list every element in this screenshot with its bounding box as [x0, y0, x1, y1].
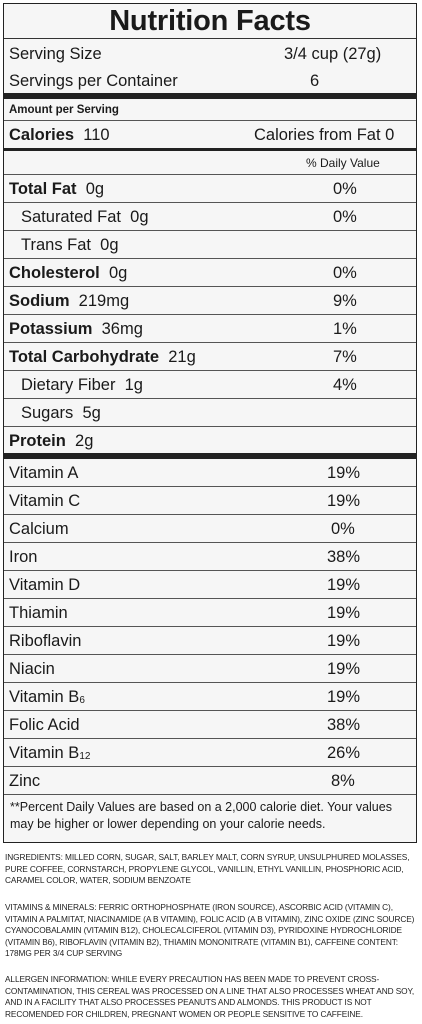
servings-label: Servings per Container	[9, 72, 178, 90]
nutrient-row: Sodium 219mg 9%	[4, 287, 416, 315]
servings-value: 6	[310, 72, 320, 90]
vitamin-row: Thiamin 19%	[4, 599, 416, 627]
nutrient-row: Trans Fat 0g	[4, 231, 416, 259]
nutrition-facts-label: Nutrition Facts Serving Size 3/4 cup (27…	[3, 3, 417, 843]
serving-size-row: Serving Size 3/4 cup (27g)	[4, 39, 416, 67]
vitamins-list: Vitamin A 19% Vitamin C 19% Calcium 0% Iron 38%…	[4, 459, 416, 795]
vitamin-row: Iron 38%	[4, 543, 416, 571]
nutrient-name: Trans Fat	[21, 236, 91, 254]
vitamin-row: Vitamin A 19%	[4, 459, 416, 487]
vitamin-name: Iron	[9, 548, 38, 566]
vitamin-percent: 38%	[327, 548, 361, 566]
nutrient-row: Sugars 5g	[4, 399, 416, 427]
vitamin-row: Vitamin B6 19%	[4, 683, 416, 711]
vitamin-name: Vitamin B	[9, 688, 80, 706]
vitamin-row: Niacin 19%	[4, 655, 416, 683]
nutrients-list: Total Fat 0g 0% Saturated Fat 0g 0% Trans Fa…	[4, 175, 416, 459]
servings-row: Servings per Container 6	[4, 67, 416, 99]
vitamin-name: Thiamin	[9, 604, 68, 622]
nutrient-name: Dietary Fiber	[21, 376, 116, 394]
ingredients-text: INGREDIENTS: MILLED CORN, SUGAR, SALT, B…	[5, 852, 410, 885]
vitamin-name: Vitamin A	[9, 464, 79, 482]
vitamin-row: Zinc 8%	[4, 767, 416, 795]
nutrient-percent: 9%	[333, 292, 357, 310]
nutrient-row: Cholesterol 0g 0%	[4, 259, 416, 287]
vitamin-subscript: 6	[79, 695, 85, 706]
nutrient-row: Saturated Fat 0g 0%	[4, 203, 416, 231]
nutrient-percent: 0%	[333, 264, 357, 282]
vitamin-row: Vitamin B12 26%	[4, 739, 416, 767]
vitamin-percent: 19%	[327, 604, 361, 622]
vitamin-percent: 8%	[331, 772, 355, 790]
footnote: **Percent Daily Values are based on a 2,…	[10, 800, 392, 831]
nutrient-amount: 219mg	[78, 292, 130, 310]
vitamin-name: Riboflavin	[9, 632, 82, 650]
vitamin-percent: 19%	[327, 464, 361, 482]
nutrient-name: Potassium	[9, 320, 93, 338]
vitamin-percent: 0%	[331, 520, 355, 538]
nutrient-amount: 1g	[124, 376, 143, 394]
nutrient-name: Saturated Fat	[21, 208, 121, 226]
nutrient-name: Total Fat	[9, 180, 77, 198]
vitamin-name: Vitamin C	[9, 492, 81, 510]
vitamin-row: Vitamin C 19%	[4, 487, 416, 515]
vitamin-percent: 19%	[327, 632, 361, 650]
vitamin-name: Folic Acid	[9, 716, 80, 734]
nutrient-amount: 0g	[85, 180, 105, 198]
serving-size-label: Serving Size	[9, 45, 102, 63]
nutrient-percent: 0%	[333, 208, 357, 226]
daily-value-header-row: % Daily Value	[4, 151, 416, 175]
vitamin-row: Vitamin D 19%	[4, 571, 416, 599]
label-title: Nutrition Facts	[4, 4, 416, 39]
nutrient-percent: 7%	[333, 348, 357, 366]
nutrient-row: Protein 2g	[4, 427, 416, 459]
daily-value-header: % Daily Value	[306, 156, 380, 170]
nutrient-row: Total Carbohydrate 21g 7%	[4, 343, 416, 371]
nutrient-row: Dietary Fiber 1g 4%	[4, 371, 416, 399]
nutrient-percent: 4%	[333, 376, 357, 394]
vitamins-minerals-text: VITAMINS & MINERALS: FERRIC ORTHOPHOSPHA…	[5, 902, 415, 958]
nutrient-name: Sugars	[21, 404, 74, 422]
nutrient-amount: 0g	[100, 236, 119, 254]
nutrient-percent: 1%	[333, 320, 357, 338]
nutrient-amount: 2g	[75, 432, 94, 450]
vitamin-name: Vitamin D	[9, 576, 81, 594]
amount-per-serving: Amount per Serving	[4, 99, 416, 121]
vitamin-name: Vitamin B	[9, 744, 80, 762]
vitamin-percent: 19%	[327, 492, 361, 510]
nutrient-amount: 0g	[108, 264, 128, 282]
nutrient-amount: 0g	[130, 208, 149, 226]
nutrient-name: Protein	[9, 432, 66, 450]
serving-size-value: 3/4 cup (27g)	[284, 45, 382, 63]
vitamin-percent: 26%	[327, 744, 361, 762]
nutrient-percent: 0%	[333, 180, 357, 198]
vitamin-subscript: 12	[79, 751, 91, 762]
vitamin-row: Calcium 0%	[4, 515, 416, 543]
nutrient-amount: 21g	[168, 348, 196, 366]
vitamin-percent: 19%	[327, 576, 361, 594]
nutrient-name: Cholesterol	[9, 264, 100, 282]
vitamin-row: Folic Acid 38%	[4, 711, 416, 739]
vitamin-percent: 38%	[327, 716, 361, 734]
nutrient-amount: 36mg	[101, 320, 143, 338]
calories-from-fat: Calories from Fat 0	[254, 126, 395, 144]
vitamin-name: Calcium	[9, 520, 69, 538]
calories-label: Calories	[9, 126, 75, 144]
nutrient-amount: 5g	[82, 404, 101, 422]
vitamin-percent: 19%	[327, 660, 361, 678]
nutrient-row: Total Fat 0g 0%	[4, 175, 416, 203]
allergen-text: ALLERGEN INFORMATION: WHILE EVERY PRECAU…	[5, 974, 415, 1019]
vitamin-name: Niacin	[9, 660, 55, 678]
vitamin-percent: 19%	[327, 688, 361, 706]
calories-row: Calories 110 Calories from Fat 0	[4, 121, 416, 151]
nutrient-name: Total Carbohydrate	[9, 348, 160, 366]
nutrient-name: Sodium	[9, 292, 70, 310]
nutrient-row: Potassium 36mg 1%	[4, 315, 416, 343]
vitamin-name: Zinc	[9, 772, 41, 790]
vitamin-row: Riboflavin 19%	[4, 627, 416, 655]
calories-value: 110	[83, 126, 110, 144]
